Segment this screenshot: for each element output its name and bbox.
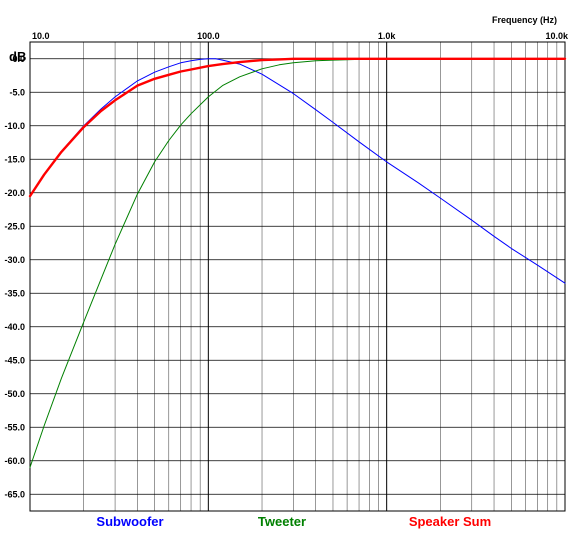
y-tick-label: -30.0	[4, 255, 25, 265]
legend-entry: Speaker Sum	[409, 514, 491, 529]
x-tick-labels: 10.0 100.0 1.0k 10.0k	[32, 31, 569, 41]
grid-minor	[83, 42, 558, 511]
y-tick-label: -15.0	[4, 154, 25, 164]
y-tick-label: 0.0	[12, 54, 25, 64]
y-tick-label: -10.0	[4, 121, 25, 131]
series-line-subwoofer	[29, 58, 566, 284]
y-tick-label: -20.0	[4, 188, 25, 198]
y-tick-label: -35.0	[4, 288, 25, 298]
x-tick-label: 1.0k	[378, 31, 397, 41]
x-tick-label: 10.0	[32, 31, 50, 41]
legend: Subwoofer Tweeter Speaker Sum	[96, 514, 491, 529]
y-tick-label: -55.0	[4, 422, 25, 432]
x-axis-label: Frequency (Hz)	[492, 15, 557, 25]
y-tick-label: -60.0	[4, 456, 25, 466]
y-tick-labels: 0.0 -5.0 -10.0 -15.0 -20.0 -25.0 -30.0 -35.0 -40…	[4, 54, 25, 500]
y-tick-label: -50.0	[4, 389, 25, 399]
y-tick-label: -45.0	[4, 355, 25, 365]
y-tick-label: -65.0	[4, 489, 25, 499]
series-line-speaker-sum	[28, 57, 567, 198]
y-tick-label: -40.0	[4, 322, 25, 332]
x-tick-label: 100.0	[197, 31, 220, 41]
legend-entry: Tweeter	[258, 514, 306, 529]
x-tick-label: 10.0k	[545, 31, 569, 41]
y-tick-label: -25.0	[4, 221, 25, 231]
series-group	[28, 57, 567, 468]
y-tick-label: -5.0	[9, 87, 25, 97]
y-axis-label: dB	[9, 49, 26, 64]
legend-entry: Subwoofer	[96, 514, 163, 529]
plot-frame	[29, 41, 566, 512]
